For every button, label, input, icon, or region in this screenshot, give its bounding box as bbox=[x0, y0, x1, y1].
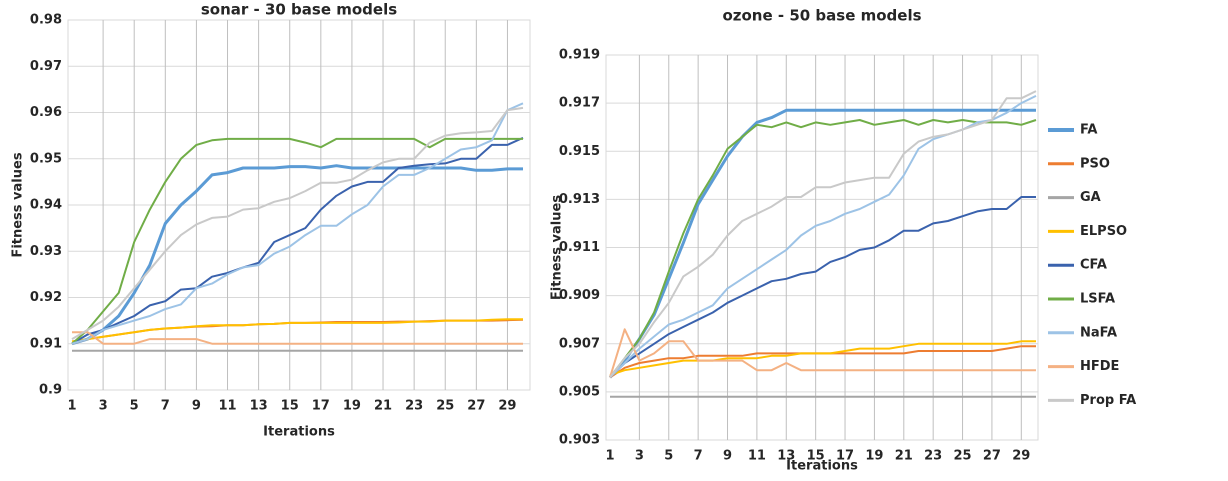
x-tick-label: 5 bbox=[664, 449, 673, 464]
x-tick-label: 25 bbox=[954, 449, 972, 464]
x-tick-label: 1 bbox=[67, 399, 76, 414]
y-tick-label: 0.909 bbox=[559, 288, 600, 303]
series-line bbox=[71, 318, 523, 343]
x-tick-label: 3 bbox=[99, 399, 108, 414]
y-tick-label: 0.919 bbox=[559, 48, 600, 63]
series-line bbox=[609, 340, 1036, 376]
legend-label: FA bbox=[1080, 123, 1097, 138]
x-tick-label: 27 bbox=[983, 449, 1001, 464]
series-line bbox=[71, 106, 524, 340]
x-tick-label: 11 bbox=[748, 449, 766, 464]
x-axis-label: Iterations bbox=[786, 459, 858, 474]
legend-label: GA bbox=[1080, 190, 1101, 205]
x-tick-label: 17 bbox=[312, 399, 330, 414]
series-line bbox=[71, 164, 523, 346]
y-tick-label: 0.917 bbox=[559, 96, 600, 111]
x-tick-label: 13 bbox=[777, 449, 795, 464]
series-line bbox=[609, 196, 1036, 379]
x-tick-label: 19 bbox=[865, 449, 883, 464]
series-line bbox=[609, 90, 1037, 379]
x-tick-label: 23 bbox=[405, 399, 423, 414]
series-line bbox=[609, 95, 1037, 379]
x-tick-label: 3 bbox=[635, 449, 644, 464]
x-tick-label: 29 bbox=[1012, 449, 1030, 464]
x-tick-label: 17 bbox=[836, 449, 854, 464]
legend-label: Prop FA bbox=[1080, 393, 1136, 408]
y-tick-label: 0.915 bbox=[559, 144, 600, 159]
series-line bbox=[609, 119, 1037, 379]
x-tick-label: 9 bbox=[723, 449, 732, 464]
series-line bbox=[608, 108, 1036, 379]
y-tick-label: 0.93 bbox=[30, 244, 62, 259]
chart-title: sonar - 30 base models bbox=[201, 1, 397, 19]
x-tick-label: 29 bbox=[498, 399, 516, 414]
series-line bbox=[71, 102, 524, 345]
y-axis-label: Fitness values bbox=[11, 152, 26, 257]
x-tick-label: 7 bbox=[161, 399, 170, 414]
y-tick-label: 0.95 bbox=[30, 151, 62, 166]
x-tick-label: 15 bbox=[807, 449, 825, 464]
y-tick-label: 0.907 bbox=[559, 336, 600, 351]
y-tick-label: 0.91 bbox=[30, 336, 62, 351]
legend-label: HFDE bbox=[1080, 359, 1119, 374]
x-tick-label: 21 bbox=[895, 449, 913, 464]
x-tick-label: 27 bbox=[467, 399, 485, 414]
x-axis-label: Iterations bbox=[263, 425, 335, 440]
y-tick-label: 0.96 bbox=[30, 105, 62, 120]
x-tick-label: 1 bbox=[605, 449, 614, 464]
series-line bbox=[71, 137, 523, 345]
x-tick-label: 19 bbox=[343, 399, 361, 414]
y-axis-label: Fitness values bbox=[550, 195, 565, 300]
legend-label: ELPSO bbox=[1080, 224, 1127, 239]
y-tick-label: 0.911 bbox=[559, 240, 600, 255]
series-line bbox=[72, 331, 523, 345]
legend-label: NaFA bbox=[1080, 325, 1117, 340]
y-tick-label: 0.903 bbox=[559, 433, 600, 448]
x-tick-label: 21 bbox=[374, 399, 392, 414]
x-tick-label: 5 bbox=[130, 399, 139, 414]
y-tick-label: 0.97 bbox=[30, 59, 62, 74]
x-tick-label: 11 bbox=[218, 399, 236, 414]
legend-label: CFA bbox=[1080, 258, 1107, 273]
x-tick-label: 15 bbox=[281, 399, 299, 414]
chart-title: ozone - 50 base models bbox=[722, 7, 921, 25]
x-tick-label: 25 bbox=[436, 399, 454, 414]
series-line bbox=[71, 136, 524, 345]
x-tick-label: 23 bbox=[924, 449, 942, 464]
x-tick-label: 9 bbox=[192, 399, 201, 414]
y-tick-label: 0.905 bbox=[559, 384, 600, 399]
y-tick-label: 0.98 bbox=[30, 13, 62, 28]
y-tick-label: 0.92 bbox=[30, 290, 62, 305]
y-tick-label: 0.94 bbox=[30, 198, 62, 213]
y-tick-label: 0.9 bbox=[39, 383, 62, 398]
legend-label: PSO bbox=[1080, 156, 1110, 171]
x-tick-label: 7 bbox=[694, 449, 703, 464]
series-line bbox=[609, 328, 1036, 378]
y-tick-label: 0.913 bbox=[559, 192, 600, 207]
x-tick-label: 13 bbox=[250, 399, 268, 414]
legend-label: LSFA bbox=[1080, 292, 1115, 307]
